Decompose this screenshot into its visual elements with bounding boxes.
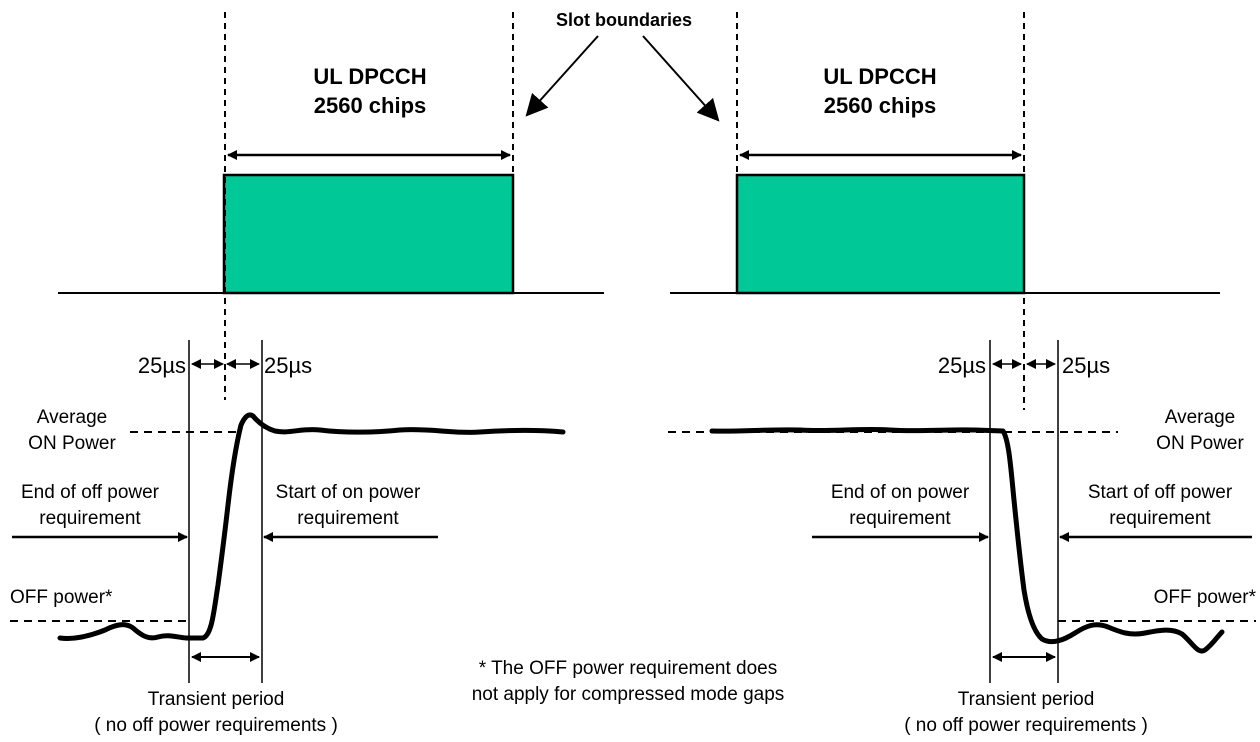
right-off-power-label: OFF power* [1154, 587, 1257, 608]
footnote-line2: not apply for compressed mode gaps [472, 684, 785, 705]
right-start-req-label-line1: Start of off power [1088, 482, 1233, 503]
slot-boundaries-arrow-right [642, 35, 720, 122]
left-25us-after-label: 25µs [264, 353, 312, 378]
left-start-req-label-line1: Start of on power [276, 482, 421, 503]
left-end-req-label-line1: End of off power [21, 482, 160, 503]
right-slot-block [735, 173, 1026, 295]
left-start-req-label-line2: requirement [297, 508, 399, 529]
right-avg-on-label-line1: Average [1165, 407, 1235, 428]
right-transient-label-line1: Transient period [958, 689, 1095, 710]
left-end-req-label-line2: requirement [39, 508, 141, 529]
slot-boundaries-label: Slot boundaries [556, 10, 692, 30]
right-slot-label-line2: 2560 chips [824, 93, 937, 118]
right-end-req-label-line2: requirement [849, 508, 951, 529]
right-end-req-label-line1: End of on power [831, 482, 970, 503]
right-power-waveform [709, 426, 1225, 654]
left-slot-block [222, 173, 515, 295]
left-transient-label-line1: Transient period [148, 689, 285, 710]
slot-boundaries-arrow-left [525, 35, 599, 117]
right-25us-after-label: 25µs [1062, 353, 1110, 378]
left-power-waveform [57, 412, 566, 641]
right-start-req-label-line2: requirement [1109, 508, 1211, 529]
right-avg-on-label-line2: ON Power [1156, 433, 1244, 454]
right-slot-label-line1: UL DPCCH [823, 64, 936, 89]
left-avg-on-label-line2: ON Power [28, 433, 116, 454]
left-slot-label-line2: 2560 chips [314, 93, 427, 118]
left-avg-on-label-line1: Average [37, 407, 107, 428]
left-transient-label-line2: ( no off power requirements ) [94, 715, 338, 736]
left-off-power-label: OFF power* [10, 587, 113, 608]
right-25us-before-label: 25µs [938, 353, 986, 378]
left-slot-label-line1: UL DPCCH [313, 64, 426, 89]
footnote-line1: * The OFF power requirement does [479, 658, 778, 679]
right-transient-label-line2: ( no off power requirements ) [904, 715, 1148, 736]
left-25us-before-label: 25µs [138, 353, 186, 378]
